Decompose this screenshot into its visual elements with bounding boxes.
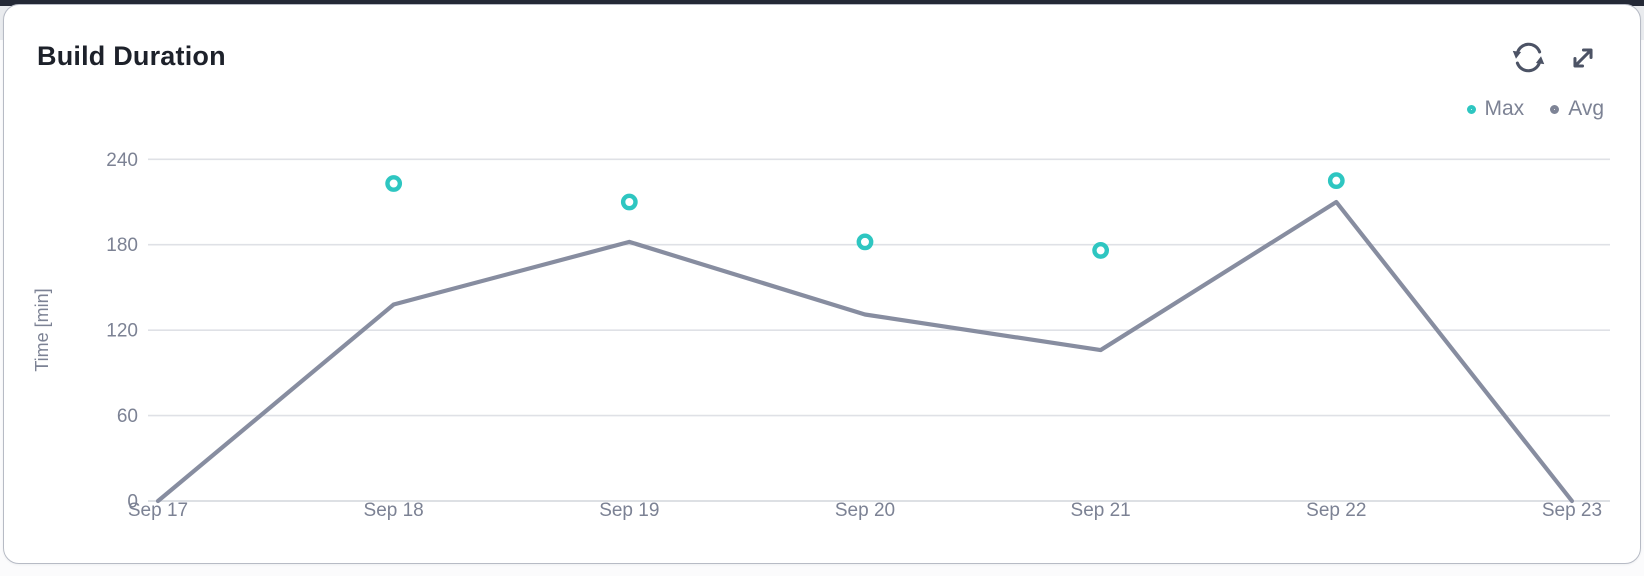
refresh-button[interactable] — [1508, 37, 1549, 78]
card-header: Build Duration — [37, 41, 1602, 78]
avg-series-marker-icon — [1550, 104, 1560, 114]
max-series-marker-icon — [1466, 104, 1476, 114]
chart-legend: Max Avg — [1466, 97, 1604, 121]
card-toolbar — [1508, 37, 1602, 78]
expand-icon — [1573, 47, 1593, 68]
legend-label-avg: Avg — [1568, 97, 1604, 120]
legend-item-avg[interactable]: Avg — [1550, 97, 1604, 121]
legend-item-max[interactable]: Max — [1466, 97, 1525, 121]
refresh-icon — [1512, 42, 1545, 73]
top-edge-strip — [0, 0, 1644, 6]
build-duration-card: Build Duration — [3, 4, 1641, 564]
legend-label-max: Max — [1484, 97, 1525, 120]
chart-title: Build Duration — [37, 41, 226, 71]
expand-button[interactable] — [1564, 37, 1602, 78]
